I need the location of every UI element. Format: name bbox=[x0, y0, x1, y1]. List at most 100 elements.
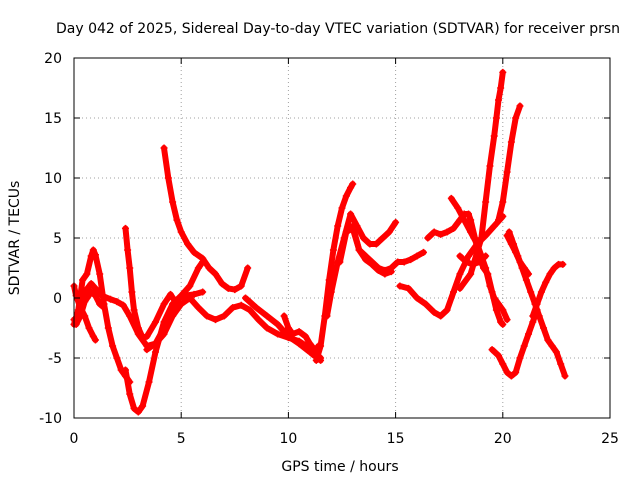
data-point bbox=[422, 300, 430, 308]
data-point bbox=[169, 198, 177, 206]
data-point bbox=[169, 300, 177, 308]
data-point bbox=[160, 318, 168, 326]
data-point bbox=[139, 402, 147, 410]
data-point bbox=[482, 198, 490, 206]
data-point bbox=[113, 354, 121, 362]
series-track-12 bbox=[323, 210, 400, 320]
data-point bbox=[338, 204, 346, 212]
data-point bbox=[295, 340, 303, 348]
data-point bbox=[212, 270, 220, 278]
data-point bbox=[130, 306, 138, 314]
data-point bbox=[482, 252, 490, 260]
x-tick-label: 0 bbox=[70, 431, 79, 447]
data-point bbox=[379, 234, 387, 242]
data-point bbox=[557, 360, 565, 368]
data-point bbox=[454, 204, 462, 212]
data-point bbox=[499, 198, 507, 206]
y-tick-label: 0 bbox=[53, 291, 62, 307]
data-point bbox=[456, 284, 464, 292]
data-point bbox=[546, 270, 554, 278]
data-point bbox=[548, 342, 556, 350]
data-point bbox=[413, 252, 421, 260]
data-point bbox=[194, 264, 202, 272]
data-point bbox=[467, 270, 475, 278]
data-point bbox=[89, 246, 97, 254]
data-point bbox=[477, 234, 485, 242]
data-point bbox=[486, 162, 494, 170]
data-point bbox=[130, 404, 138, 412]
data-point bbox=[492, 306, 500, 314]
data-point bbox=[224, 284, 232, 292]
data-point bbox=[559, 260, 567, 268]
series-track bbox=[495, 103, 523, 223]
data-point bbox=[113, 298, 121, 306]
data-point bbox=[372, 240, 380, 248]
data-point bbox=[100, 304, 108, 312]
data-point bbox=[218, 280, 226, 288]
data-point bbox=[368, 260, 376, 268]
data-point bbox=[246, 306, 254, 314]
data-point bbox=[488, 346, 496, 354]
data-point bbox=[347, 210, 355, 218]
data-point bbox=[499, 360, 507, 368]
data-point bbox=[81, 288, 89, 296]
y-tick-label: 5 bbox=[53, 231, 62, 247]
data-point bbox=[385, 228, 393, 236]
data-point bbox=[203, 312, 211, 320]
data-point bbox=[173, 216, 181, 224]
data-point bbox=[252, 304, 260, 312]
data-point bbox=[495, 300, 503, 308]
data-point bbox=[449, 288, 457, 296]
data-point bbox=[76, 304, 84, 312]
data-point bbox=[151, 340, 159, 348]
data-point bbox=[212, 316, 220, 324]
data-point bbox=[134, 408, 142, 416]
data-point bbox=[512, 248, 520, 256]
data-point bbox=[520, 342, 528, 350]
data-point bbox=[166, 290, 174, 298]
data-point bbox=[469, 260, 477, 268]
series-track-09 bbox=[242, 294, 322, 360]
data-point bbox=[329, 246, 337, 254]
data-point bbox=[323, 312, 331, 320]
data-point bbox=[96, 300, 104, 308]
data-point bbox=[497, 84, 505, 92]
data-point bbox=[507, 138, 515, 146]
y-tick-label: -5 bbox=[48, 351, 62, 367]
x-tick-label: 10 bbox=[279, 431, 297, 447]
data-point bbox=[537, 288, 545, 296]
data-point bbox=[83, 270, 91, 278]
data-point bbox=[284, 332, 292, 340]
data-point bbox=[516, 354, 524, 362]
data-point bbox=[254, 316, 262, 324]
data-point bbox=[531, 300, 539, 308]
data-point bbox=[284, 324, 292, 332]
data-point bbox=[464, 252, 472, 260]
data-point bbox=[540, 324, 548, 332]
data-point bbox=[503, 368, 511, 376]
data-point bbox=[349, 222, 357, 230]
x-tick-label: 5 bbox=[177, 431, 186, 447]
series-track-24 bbox=[456, 252, 490, 268]
series-track-13 bbox=[336, 224, 427, 274]
data-point bbox=[237, 282, 245, 290]
data-point bbox=[205, 264, 213, 272]
data-point bbox=[336, 258, 344, 266]
data-point bbox=[151, 318, 159, 326]
data-point bbox=[392, 218, 400, 226]
data-point bbox=[160, 144, 168, 152]
data-point bbox=[237, 301, 245, 309]
data-point bbox=[355, 246, 363, 254]
data-point bbox=[520, 264, 528, 272]
data-point bbox=[437, 312, 445, 320]
data-point bbox=[89, 332, 97, 340]
data-point bbox=[347, 184, 355, 192]
data-point bbox=[263, 312, 271, 320]
series-track-14 bbox=[349, 222, 395, 278]
data-point bbox=[220, 312, 228, 320]
y-axis-label: SDTVAR / TECUs bbox=[7, 181, 23, 296]
data-point bbox=[400, 258, 408, 266]
data-point bbox=[121, 224, 129, 232]
axis-ticks: 0 5 10 15 20 25 -10 -5 0 5 10 15 20 bbox=[39, 51, 619, 447]
y-tick-label: 15 bbox=[44, 111, 62, 127]
